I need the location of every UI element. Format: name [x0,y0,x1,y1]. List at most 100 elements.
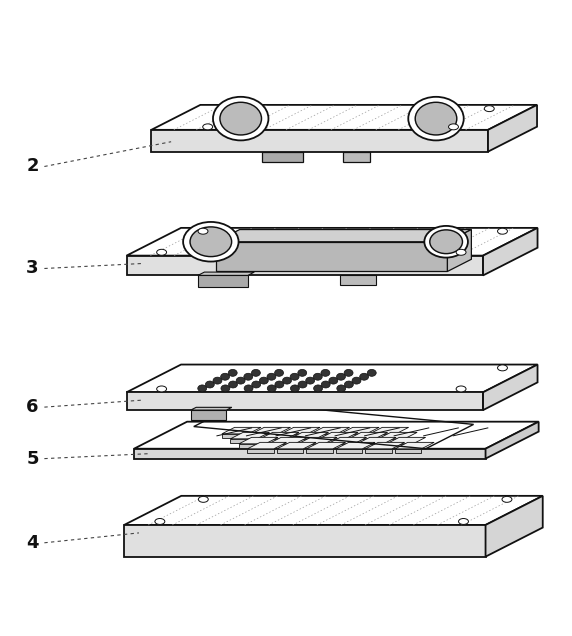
Ellipse shape [448,124,458,130]
Ellipse shape [498,228,507,234]
Ellipse shape [283,377,292,384]
Polygon shape [268,444,295,448]
Polygon shape [260,439,286,443]
Ellipse shape [459,518,468,525]
Polygon shape [231,432,269,439]
Polygon shape [216,230,471,242]
Ellipse shape [352,377,361,384]
Ellipse shape [157,249,166,255]
Polygon shape [483,364,538,410]
Polygon shape [366,443,404,449]
Polygon shape [366,449,392,453]
Ellipse shape [336,373,345,380]
Ellipse shape [205,381,214,388]
Ellipse shape [275,381,284,388]
Polygon shape [327,438,367,444]
Ellipse shape [290,373,299,380]
Polygon shape [447,230,471,272]
Polygon shape [152,130,488,151]
Ellipse shape [228,370,237,377]
Polygon shape [289,439,316,443]
Polygon shape [263,148,311,151]
Ellipse shape [267,373,276,380]
Ellipse shape [502,496,512,502]
Ellipse shape [367,370,376,377]
Ellipse shape [360,373,368,380]
Ellipse shape [424,226,468,258]
Ellipse shape [198,496,208,502]
Polygon shape [387,438,426,444]
Polygon shape [247,443,287,449]
Ellipse shape [456,249,466,255]
Text: 6: 6 [26,398,39,416]
Ellipse shape [498,365,507,371]
Polygon shape [126,228,538,256]
Ellipse shape [221,385,230,392]
Polygon shape [222,427,261,434]
Polygon shape [190,410,227,420]
Polygon shape [239,444,265,448]
Ellipse shape [229,381,237,388]
Ellipse shape [198,385,206,392]
Ellipse shape [313,385,323,392]
Ellipse shape [183,222,239,261]
Polygon shape [370,434,396,438]
Text: 3: 3 [26,259,39,277]
Polygon shape [126,256,483,275]
Polygon shape [281,427,320,434]
Polygon shape [378,439,404,443]
Polygon shape [124,525,486,556]
Polygon shape [357,438,396,444]
Polygon shape [260,432,299,439]
Polygon shape [378,432,417,439]
Polygon shape [343,151,370,162]
Ellipse shape [213,97,268,141]
Polygon shape [298,438,337,444]
Polygon shape [152,105,537,130]
Polygon shape [298,444,324,448]
Polygon shape [247,449,274,453]
Polygon shape [370,427,408,434]
Polygon shape [222,434,248,438]
Text: 4: 4 [26,534,39,552]
Polygon shape [340,275,376,285]
Polygon shape [395,443,434,449]
Polygon shape [327,444,354,448]
Polygon shape [336,449,362,453]
Polygon shape [124,496,543,525]
Polygon shape [198,272,255,275]
Polygon shape [387,444,413,448]
Polygon shape [307,443,345,449]
Polygon shape [319,439,345,443]
Polygon shape [357,444,383,448]
Polygon shape [126,392,483,410]
Polygon shape [277,443,316,449]
Ellipse shape [252,381,261,388]
Polygon shape [126,364,538,392]
Ellipse shape [329,377,338,384]
Polygon shape [263,151,303,162]
Polygon shape [488,105,537,151]
Ellipse shape [198,228,208,234]
Ellipse shape [190,227,232,256]
Ellipse shape [221,373,229,380]
Polygon shape [307,449,333,453]
Polygon shape [311,427,349,434]
Polygon shape [252,427,291,434]
Polygon shape [268,438,308,444]
Ellipse shape [321,381,330,388]
Ellipse shape [456,386,466,392]
Polygon shape [348,432,388,439]
Ellipse shape [298,381,307,388]
Text: 5: 5 [26,450,39,467]
Polygon shape [348,439,375,443]
Polygon shape [216,242,447,272]
Ellipse shape [220,102,261,135]
Ellipse shape [344,381,353,388]
Polygon shape [252,434,278,438]
Ellipse shape [313,373,322,380]
Ellipse shape [305,377,315,384]
Polygon shape [198,275,248,287]
Polygon shape [486,496,543,556]
Ellipse shape [430,230,463,254]
